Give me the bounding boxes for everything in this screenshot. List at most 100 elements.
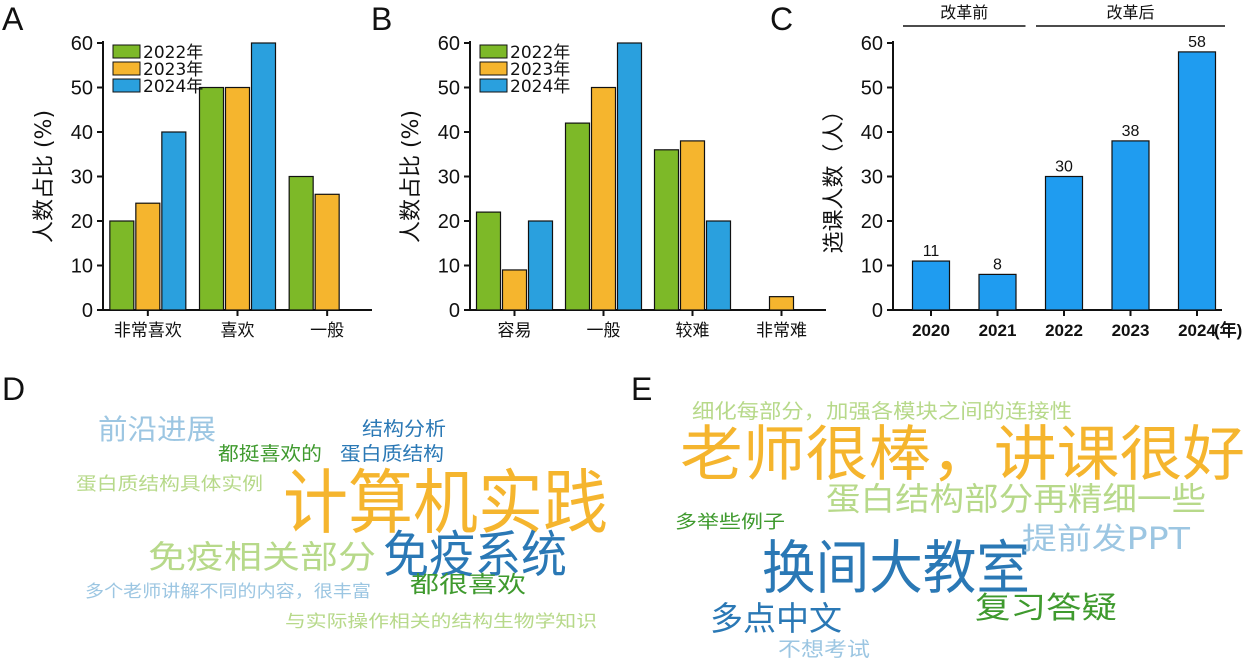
y-tick-label: 0 [449,300,460,322]
y-axis-label: 人数占比 (%) [399,110,424,243]
category-label: 较难 [676,321,710,341]
y-tick-label: 10 [71,256,93,278]
chart-a: 0 10 20 30 40 50 60 人数占比 (%) 非常喜欢 喜欢 一般 2022年2023年2… [32,33,372,341]
y-tick-label: 30 [71,167,93,189]
legend-label: 2022年 [510,43,570,63]
bar [161,131,187,311]
legend-swatch [479,78,508,93]
legend-label: 2022年 [143,43,203,63]
y-tick-label: 0 [872,300,883,322]
bar-value-label: 11 [923,243,940,260]
y-tick-label: 50 [861,78,883,100]
x-unit-label: (年) [1214,320,1242,340]
category-label: 一般 [587,321,621,341]
wordcloud-word: 多个老师讲解不同的内容，很丰富 [85,582,371,602]
bar-value-label: 8 [993,256,1002,273]
category-label: 喜欢 [221,321,255,341]
chart-b: 0 10 20 30 40 50 60 人数占比 (%) 容易 一般 较难 非常难 2022年2023年… [399,33,826,341]
category-label: 容易 [498,321,532,341]
era-label: 改革前 [940,3,988,22]
y-tick-label: 20 [71,211,93,233]
bar [288,175,314,311]
bar [135,202,161,311]
bar-value-label: 38 [1122,123,1140,140]
y-tick-label: 20 [861,211,883,233]
chart-c: 0 10 20 30 40 50 60 选课人数（人） 11 2020 8 2021 30 2022 38 2… [822,3,1242,340]
bar [109,220,135,311]
legend-swatch [112,44,141,59]
category-label: 2021 [979,321,1017,340]
bar [1177,51,1217,311]
legend-swatch [112,78,141,93]
wordcloud-word: 细化每部分，加强各模块之间的连接性 [692,399,1072,423]
y-tick-label: 60 [861,33,883,55]
bar [224,86,251,311]
bar [475,211,502,311]
panel-letter-e: E [631,371,652,407]
wordcloud-word: 免疫系统 [383,526,567,584]
bar [1111,140,1150,311]
y-tick-label: 0 [82,300,93,322]
wordcloud-word: 多点中文 [710,599,842,638]
y-tick-label: 60 [438,33,460,55]
panel-letter-a: A [2,1,24,37]
y-axis-label: 人数占比 (%) [32,110,57,243]
bar [911,260,951,311]
wordcloud-word: 换间大教室 [762,534,1030,602]
y-tick-label: 40 [71,122,93,144]
wordcloud-word: 不想考试 [778,637,870,661]
bar-value-label: 58 [1188,34,1206,51]
legend-label: 2024年 [510,77,570,97]
y-tick-label: 40 [861,122,883,144]
category-label: 2022 [1045,321,1083,340]
category-label: 2024 [1178,321,1216,340]
bar-value-label: 30 [1055,159,1073,176]
bar [679,140,706,311]
y-tick-label: 40 [438,122,460,144]
wordcloud-word: 免疫相关部分 [148,538,376,576]
legend-swatch [112,61,141,76]
category-label: 非常喜欢 [114,321,182,341]
wordcloud-word: 复习答疑 [975,591,1117,626]
bar [590,86,617,311]
legend-swatch [479,61,508,76]
bar [250,42,277,311]
legend-swatch [479,44,508,59]
category-label: 非常难 [756,321,807,341]
wordcloud-word: 与实际操作相关的结构生物学知识 [285,612,597,632]
bar [616,42,643,311]
era-label: 改革后 [1106,3,1154,22]
bar [198,86,225,311]
y-tick-label: 50 [438,78,460,100]
bar [527,220,554,311]
wordcloud-word: 提前发PPT [1022,522,1191,557]
bar [768,296,795,311]
bar [501,269,528,311]
wordcloud-word: 蛋白结构部分再精细一些 [826,480,1206,518]
category-label: 2020 [912,321,950,340]
wordcloud-word: 多举些例子 [675,512,785,533]
category-label: 2023 [1112,321,1150,340]
bar [1044,175,1084,311]
legend-label: 2023年 [510,60,570,80]
y-tick-label: 10 [438,256,460,278]
y-axis-label: 选课人数（人） [822,99,847,253]
panel-letter-d: D [2,371,25,407]
bar [314,193,340,311]
wordcloud-word: 前沿进展 [98,413,216,446]
y-tick-label: 30 [438,167,460,189]
wordcloud-word: 都挺喜欢的 [218,443,322,465]
y-tick-label: 60 [71,33,93,55]
bar [705,220,732,311]
panel-letter-c: C [770,1,793,37]
bar [978,273,1017,311]
y-tick-label: 20 [438,211,460,233]
wordcloud-word: 蛋白质结构具体实例 [76,474,263,495]
legend-label: 2023年 [143,60,203,80]
panel-letter-b: B [371,1,392,37]
wordcloud-word: 蛋白质结构 [340,443,444,465]
y-tick-label: 30 [861,167,883,189]
